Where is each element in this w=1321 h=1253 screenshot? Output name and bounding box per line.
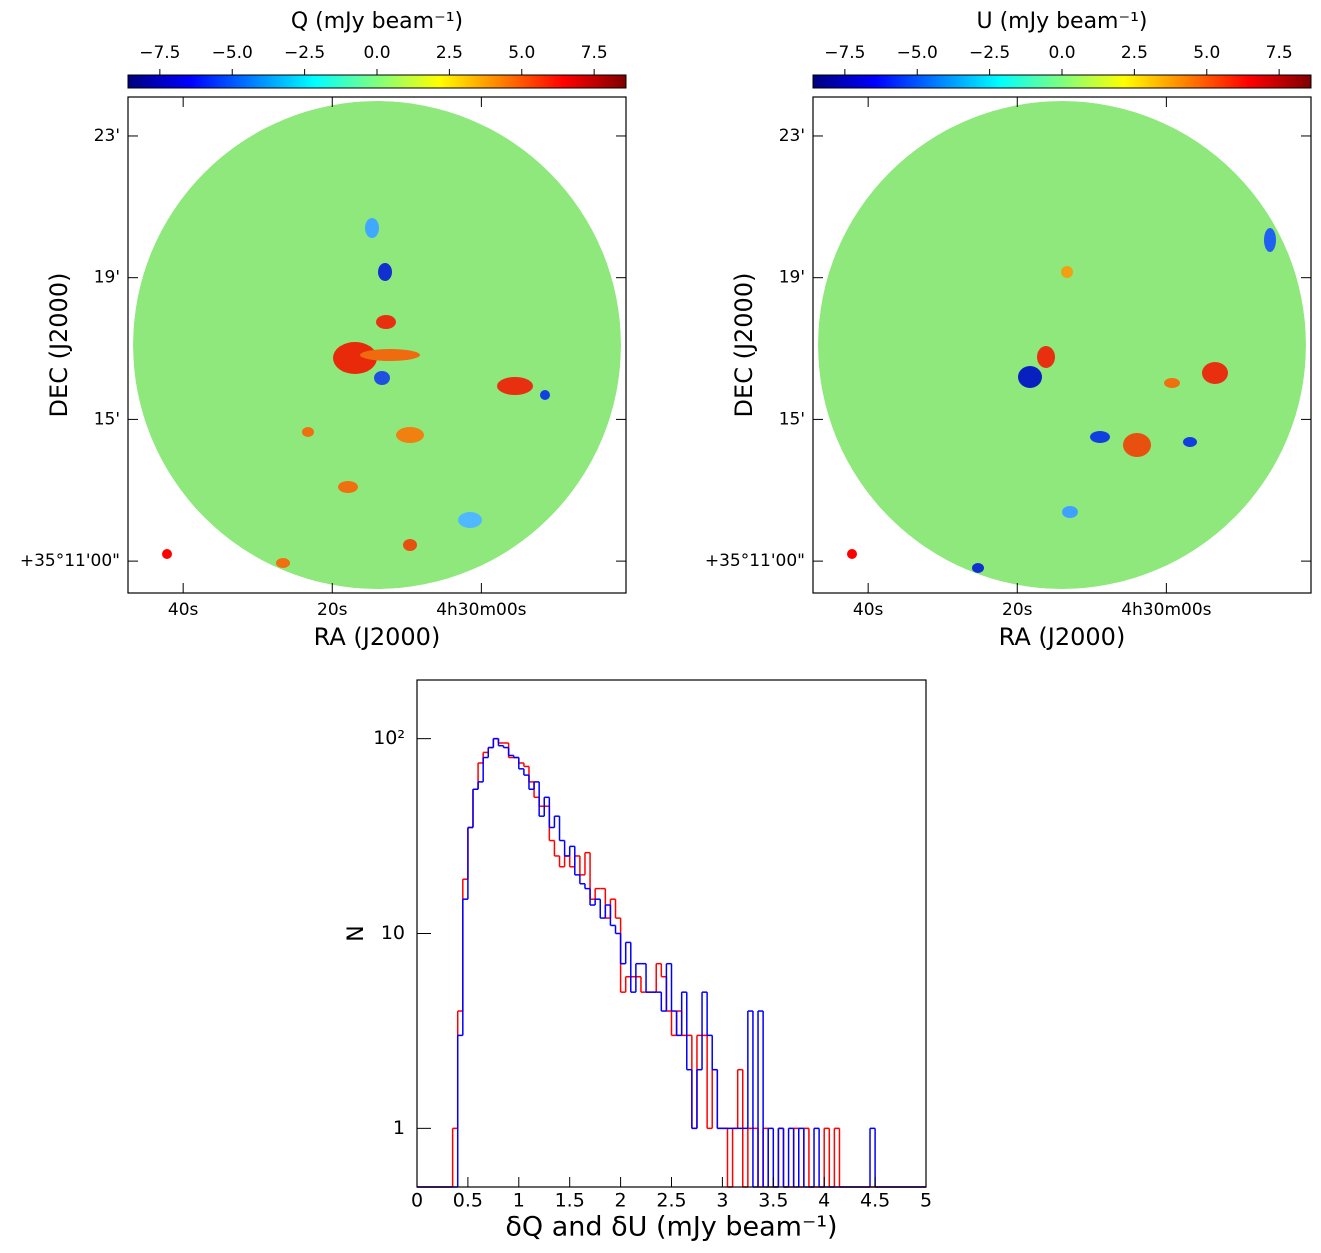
x-tick-label: 1 [513,1190,525,1212]
frame [812,96,1312,594]
y-tick-label: 23' [779,126,805,146]
colorbar-tick-label: −7.5 [824,43,865,63]
x-tick-label: 0.5 [453,1190,483,1212]
y-tick-label: 15' [94,409,120,429]
colorbar-tick-label: 2.5 [1121,43,1148,63]
x-tick-label: 20s [1002,600,1033,620]
y-tick-label: 10 [381,922,405,944]
x-tick-label: 1.5 [555,1190,585,1212]
frame [416,679,927,1188]
colorbar [812,74,1312,89]
x-tick-label: 0 [411,1190,423,1212]
y-axis-label: DEC (J2000) [45,273,73,418]
y-axis-label: N [344,925,369,941]
y-tick-label: 15' [779,409,805,429]
colorbar-tick-label: −5.0 [212,43,253,63]
colorbar [127,74,627,89]
colorbar-tick-label: 0.0 [363,43,390,63]
x-tick-label: 4.5 [860,1190,890,1212]
y-tick-label: 1 [393,1117,405,1139]
x-tick-label: 40s [168,600,199,620]
x-tick-label: 5 [920,1190,932,1212]
colorbar-tick-label: 5.0 [1193,43,1220,63]
beam [162,549,172,559]
y-axis-label: DEC (J2000) [730,273,758,418]
colorbar-tick-label: −2.5 [284,43,325,63]
y-tick-label: 10² [373,727,405,749]
frame [127,96,627,594]
map-image [818,101,1306,589]
y-tick-label: 19' [779,268,805,288]
y-tick-label: +35°11'00" [20,551,120,571]
colorbar-tick-label: −5.0 [897,43,938,63]
colorbar-tick-label: 2.5 [436,43,463,63]
x-tick-label: 40s [853,600,884,620]
map-image [133,101,621,589]
x-tick-label: 4h30m00s [1121,600,1211,620]
x-tick-label: 20s [317,600,348,620]
x-axis-label: RA (J2000) [314,623,441,651]
x-tick-label: 2 [615,1190,627,1212]
colorbar-tick-label: 7.5 [1266,43,1293,63]
colorbar-tick-label: −2.5 [969,43,1010,63]
beam [847,549,857,559]
panel-title: Q (mJy beam⁻¹) [291,9,463,34]
colorbar-tick-label: 0.0 [1048,43,1075,63]
x-tick-label: 2.5 [656,1190,686,1212]
x-tick-label: 3 [716,1190,728,1212]
y-tick-label: +35°11'00" [705,551,805,571]
x-axis-label: RA (J2000) [999,623,1126,651]
colorbar-tick-label: 7.5 [581,43,608,63]
x-tick-label: 4h30m00s [436,600,526,620]
y-tick-label: 19' [94,268,120,288]
x-tick-label: 4 [818,1190,830,1212]
panel-title: U (mJy beam⁻¹) [976,9,1147,34]
x-tick-label: 3.5 [758,1190,788,1212]
colorbar-tick-label: 5.0 [508,43,535,63]
x-axis-label: δQ and δU (mJy beam⁻¹) [505,1212,837,1243]
y-tick-label: 23' [94,126,120,146]
colorbar-tick-label: −7.5 [139,43,180,63]
